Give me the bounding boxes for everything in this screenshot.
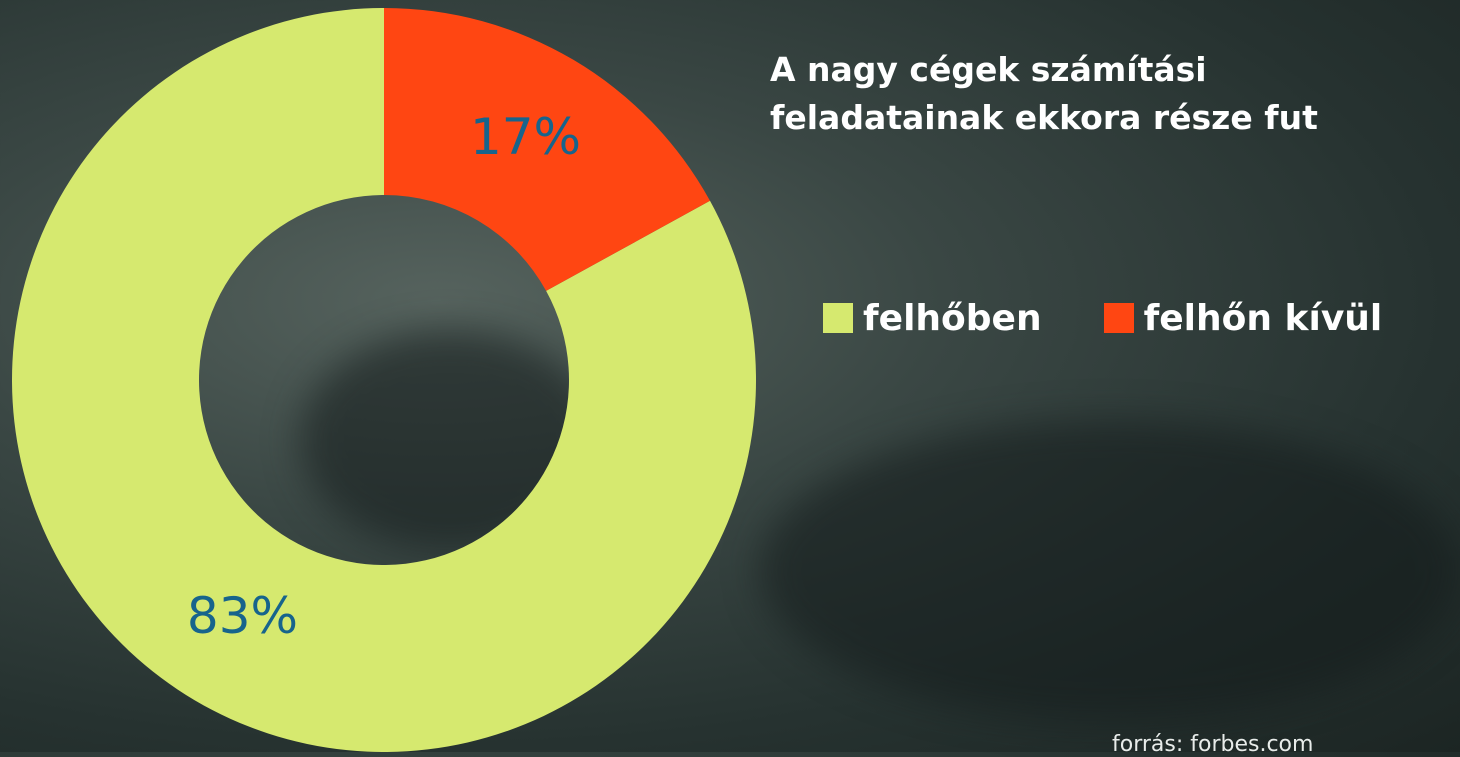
legend-label: felhőben	[863, 298, 1042, 339]
value-label: 83%	[187, 587, 298, 645]
page: 83% 17% A nagy cégek számítási feladatain…	[0, 0, 1460, 752]
legend: felhőben felhőn kívül	[823, 294, 1444, 342]
legend-swatch	[1104, 303, 1134, 333]
chart-title: A nagy cégek számítási feladatainak ekko…	[770, 46, 1318, 142]
legend-item: felhőn kívül	[1104, 298, 1383, 339]
legend-item: felhőben	[823, 298, 1042, 339]
source: forrás: forbes.com	[1112, 732, 1313, 757]
legend-swatch	[823, 303, 853, 333]
value-label: 17%	[470, 108, 581, 166]
title-line: feladatainak ekkora része fut	[770, 94, 1318, 142]
legend-label: felhőn kívül	[1144, 298, 1383, 339]
title-line: A nagy cégek számítási	[770, 46, 1318, 94]
